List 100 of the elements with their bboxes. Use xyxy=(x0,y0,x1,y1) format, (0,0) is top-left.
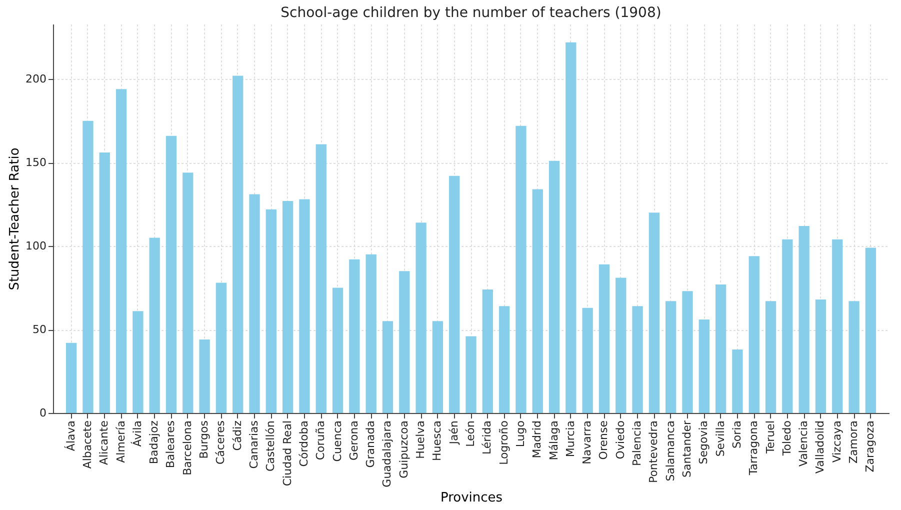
bar xyxy=(166,136,177,413)
bar xyxy=(782,239,793,413)
bar xyxy=(349,259,360,413)
x-tick-label: Segovia xyxy=(697,420,710,464)
x-tick-label: Málaga xyxy=(547,420,560,460)
bar xyxy=(598,264,610,413)
x-tick-label: Valencia xyxy=(797,420,810,467)
bar xyxy=(299,199,310,413)
x-tick-label: Salamanca xyxy=(664,420,677,482)
bar xyxy=(648,212,660,413)
bar xyxy=(449,176,460,413)
x-tick-label: Cádiz xyxy=(230,420,244,451)
x-tick-label: Almería xyxy=(114,420,128,463)
x-tick-label: Palencia xyxy=(630,420,644,466)
bar xyxy=(548,160,560,413)
x-tick-label: Sevilla xyxy=(714,420,727,457)
x-tick-label: Coruña xyxy=(314,420,328,460)
x-axis-title: Provinces xyxy=(440,490,503,506)
bar xyxy=(432,321,444,413)
bar xyxy=(848,301,860,413)
x-tick-label: Lérida xyxy=(480,420,494,455)
bar xyxy=(199,340,210,413)
x-tick-label: Badajoz xyxy=(148,420,161,464)
bar xyxy=(332,288,344,413)
x-tick-label: Huesca xyxy=(430,420,444,462)
x-tick-label: Alicante xyxy=(98,420,111,465)
bar xyxy=(216,282,227,413)
bar xyxy=(266,209,276,413)
bar xyxy=(666,301,676,413)
x-tick-label: Baleares xyxy=(164,420,178,468)
x-tick-label: Navarra xyxy=(580,420,594,464)
x-tick-label: Valladolid xyxy=(814,420,827,474)
x-tick-label: Zaragoza xyxy=(864,420,877,472)
bar xyxy=(416,222,426,413)
x-tick-label: Zamora xyxy=(847,420,860,464)
x-tick-label: Tarragona xyxy=(747,420,760,476)
bar xyxy=(249,194,260,413)
bar xyxy=(566,42,576,413)
x-tick-label: Murcia xyxy=(564,420,577,458)
y-tick-label: 150 xyxy=(26,156,46,170)
bar xyxy=(282,200,294,413)
x-tick-label: Madrid xyxy=(530,420,544,458)
x-tick-label: Huelva xyxy=(414,420,428,459)
bar xyxy=(498,306,510,413)
x-tick-label: León xyxy=(464,420,477,447)
y-tick-label: 100 xyxy=(26,240,46,253)
x-tick-label: Vizcaya xyxy=(830,420,844,463)
x-tick-label: Pontevedra xyxy=(647,420,660,484)
bar xyxy=(682,291,693,413)
bar xyxy=(66,342,77,413)
bar xyxy=(532,189,543,413)
bar xyxy=(748,256,760,413)
x-tick-label: Toledo xyxy=(780,420,794,457)
y-tick-label: 200 xyxy=(26,72,46,86)
x-tick-label: Canarias xyxy=(248,420,261,469)
bar xyxy=(182,172,194,413)
x-tick-label: Barcelona xyxy=(180,420,194,476)
bar xyxy=(832,239,843,413)
chart-title: School-age children by the number of teachers (1908) xyxy=(280,5,662,21)
bar xyxy=(399,271,410,413)
x-tick-label: Soria xyxy=(730,420,744,449)
bar xyxy=(715,284,726,413)
bar xyxy=(149,238,160,413)
bar xyxy=(698,320,710,413)
bar xyxy=(632,306,643,413)
x-tick-label: Santander xyxy=(680,420,694,478)
bar xyxy=(815,299,826,413)
bar xyxy=(865,248,876,413)
x-tick-label: Oviedo xyxy=(614,420,627,460)
x-tick-label: Teruel xyxy=(764,420,777,454)
x-tick-label: Castellón xyxy=(264,420,278,472)
x-tick-label: Ávila xyxy=(130,420,144,447)
bar xyxy=(732,350,743,413)
bar xyxy=(582,308,593,413)
x-tick-label: Albacete xyxy=(80,420,94,469)
bar xyxy=(132,311,144,413)
x-tick-label: Granada xyxy=(364,420,378,468)
bar xyxy=(366,254,376,413)
x-tick-label: Córdoba xyxy=(297,420,310,467)
x-tick-label: Guipuzcoa xyxy=(397,420,410,478)
x-tick-label: Gerona xyxy=(347,420,360,461)
bar xyxy=(482,289,493,413)
x-tick-label: Lugo xyxy=(514,420,527,448)
y-tick-label: 50 xyxy=(32,323,46,336)
y-axis-title: Student-Teacher Ratio xyxy=(8,148,23,290)
bar xyxy=(316,144,326,413)
bar xyxy=(232,76,244,413)
bar xyxy=(765,301,776,413)
x-tick-label: Jaén xyxy=(447,420,460,446)
bar xyxy=(466,336,476,413)
bar xyxy=(798,226,810,413)
x-tick-label: Cáceres xyxy=(214,420,228,465)
bar xyxy=(516,126,526,413)
x-tick-label: Cuenca xyxy=(330,420,344,462)
x-tick-label: Orense xyxy=(597,420,610,460)
x-tick-label: Burgos xyxy=(198,420,211,459)
x-tick-label: Guadalajara xyxy=(380,420,394,488)
bar xyxy=(99,152,110,413)
x-tick-label: Logroño xyxy=(497,420,510,465)
x-tick-label: Ciudad Real xyxy=(280,420,294,486)
